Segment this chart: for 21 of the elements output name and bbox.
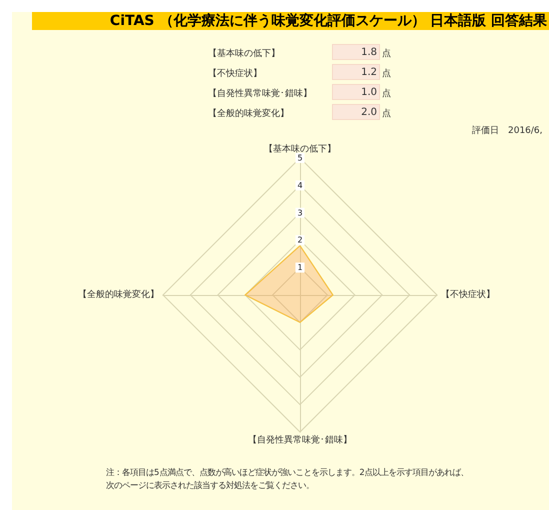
- category-label: 【自発性異常味覚･錯味】: [208, 89, 312, 99]
- y-tick-label: 2: [297, 236, 303, 245]
- text: 1.2 点: [361, 67, 391, 79]
- category-label: 【全般的味覚変化】: [208, 109, 289, 119]
- spoke-label: 【不快症状】: [441, 289, 495, 300]
- category-label: 【基本味の低下】: [208, 49, 280, 59]
- category-label: 【不快症状】: [208, 69, 262, 79]
- text: 1.0 点: [361, 87, 391, 99]
- chart-title: CiTAS （化学療法に伴う味覚変化評価スケール） 日本語版 回答結果: [32, 12, 549, 30]
- text: 評価日 2016/6,: [472, 124, 543, 137]
- y-tick-label: 5: [297, 154, 303, 162]
- spoke-label: 【全般的味覚変化】: [78, 289, 159, 300]
- text: 注：各項目は5点満点で、点数が高いほど症状が強いことを示します。2点以上を示す項目があれば、: [106, 466, 469, 479]
- y-tick-label: 3: [297, 208, 303, 218]
- text: 次のページに表示された該当する対処法をご覧ください。: [106, 479, 314, 492]
- spoke-label: 【基本味の低下】: [264, 144, 336, 154]
- text: 1.8 点: [361, 47, 391, 59]
- spoke-label: 【自発性異常味覚･錯味】: [248, 434, 352, 446]
- y-tick-label: 1: [297, 263, 303, 272]
- y-tick-label: 4: [297, 180, 303, 190]
- text: 2.0 点: [361, 107, 391, 119]
